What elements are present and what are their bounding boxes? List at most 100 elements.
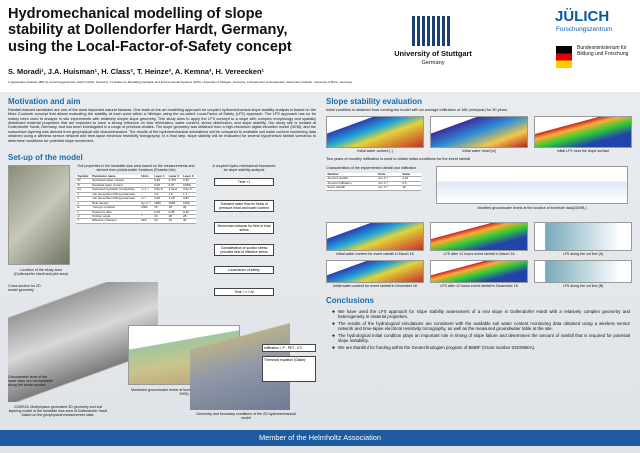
bullet: The results of the hydrological simulati… bbox=[330, 321, 630, 332]
table-cell: 20 bbox=[152, 218, 168, 224]
table-row: c' Effective cohesion kPa 20 15 30 bbox=[76, 218, 196, 224]
table-cell: 0.06 bbox=[152, 183, 168, 189]
paragraph: Rainfall-induced landslides are one of t… bbox=[8, 108, 316, 143]
table-cell: 30 bbox=[181, 205, 196, 211]
table-cell: m⁻¹ bbox=[139, 196, 153, 202]
table-cell: θs bbox=[76, 179, 91, 184]
table-row: Amount rainfall mm h⁻¹ 4.04 bbox=[326, 177, 421, 182]
title: Hydromechanical modelling of slope stabi… bbox=[8, 6, 292, 55]
table-cell: Event rainfall bbox=[326, 185, 377, 191]
table-cell: φ' bbox=[76, 214, 91, 220]
section-heading: Motivation and aim bbox=[8, 97, 81, 106]
caption: LFS along the cut line (B) bbox=[562, 284, 604, 288]
table-cell: - bbox=[139, 179, 153, 184]
flow-box: Time = t + Δt bbox=[214, 288, 274, 296]
flow-box: Momentum balance for field of total stre… bbox=[214, 222, 274, 234]
table-cell: ° bbox=[139, 214, 153, 220]
table-cell: 15 bbox=[167, 218, 182, 224]
table-cell: 5.8e-6 bbox=[152, 187, 168, 193]
result-image bbox=[534, 260, 632, 283]
caption: LFS after 12 hours event rainfall in Dec… bbox=[440, 284, 518, 288]
table-cell: 1590 bbox=[181, 201, 196, 207]
table-cell: 0.059 bbox=[181, 183, 196, 189]
result-image bbox=[534, 116, 632, 148]
section-heading: Set-up of the model bbox=[8, 153, 83, 162]
table-header: Layer 3 bbox=[181, 174, 196, 180]
table-row: θr Residual water content -0.06 0.07 0.059 bbox=[76, 183, 196, 189]
location-map bbox=[8, 165, 70, 265]
juelich-sub: Forschungszentrum bbox=[556, 26, 613, 33]
table-header: Symbol bbox=[76, 174, 91, 180]
table-cell: 0.475 bbox=[167, 179, 182, 184]
table-cell: 3.6e-6 bbox=[181, 187, 196, 193]
table-row: E Young's modulus MPa 15 15 30 bbox=[76, 205, 196, 211]
table-cell: c' bbox=[76, 218, 91, 224]
table-header: Parameter name bbox=[90, 174, 140, 180]
caption: Soil properties in the landslide size ar… bbox=[77, 164, 195, 173]
caption: Initial water head [m] bbox=[462, 149, 496, 153]
table-row: Event rainfall mm h⁻¹ 18 bbox=[326, 185, 421, 191]
caption: Initial water content for event rainfall… bbox=[333, 284, 417, 288]
table-cell: mm h⁻¹ bbox=[376, 181, 401, 187]
table-cell: van Genuchten fitting parameter bbox=[90, 196, 140, 202]
table-cell: - bbox=[139, 192, 153, 198]
footer-bar: Member of the Helmholtz Association bbox=[0, 430, 640, 446]
table-cell: 0.39 bbox=[152, 179, 168, 184]
table-cell: - bbox=[139, 210, 153, 215]
table-header: Layer 2 bbox=[167, 174, 182, 180]
bmbf: Bundesministerium für Bildung und Forsch… bbox=[577, 45, 629, 57]
table-cell: 18 bbox=[400, 185, 421, 191]
table-cell: van Genuchten fitting parameter bbox=[90, 192, 140, 198]
table-cell: mm h⁻¹ bbox=[376, 177, 401, 182]
caption: Geometry and boundary conditions of the … bbox=[196, 412, 296, 421]
table-cell: α bbox=[76, 196, 91, 202]
bmbf-flag bbox=[556, 46, 572, 68]
paragraph: Two years of monthly infiltration is use… bbox=[326, 157, 471, 161]
caption: Characteristics of the implemented rainf… bbox=[326, 166, 417, 170]
table-row: ρ Bulk density kg m⁻³ 1590 1590 1590 bbox=[76, 201, 196, 207]
table-row: Ks Saturated hydraulic conductivity m s⁻¹ 5… bbox=[76, 187, 196, 193]
table-cell: Young's modulus bbox=[90, 205, 140, 211]
table-row: n van Genuchten fitting parameter -1.9 1.9 1… bbox=[76, 192, 196, 198]
stuttgart-logo bbox=[412, 16, 452, 46]
caption: Initial water content [-] bbox=[357, 149, 393, 153]
caption: LFS along the cut line (A) bbox=[562, 252, 604, 256]
authors: S. Moradi¹, J.A. Huisman¹, H. Class², T.… bbox=[8, 67, 264, 76]
flow-box: Consideration of suction stress provides… bbox=[214, 244, 274, 256]
result-image bbox=[326, 116, 424, 148]
table-cell: 15 bbox=[152, 205, 168, 211]
paragraph: Initial condition is obtained from runni… bbox=[326, 108, 508, 112]
table-cell: ρ bbox=[76, 201, 91, 207]
table-cell: 1590 bbox=[167, 201, 182, 207]
juelich-logo: JÜLICH bbox=[555, 8, 610, 25]
table-cell: 15 bbox=[167, 205, 182, 211]
groundwater-chart bbox=[436, 166, 628, 204]
table-cell: Ks bbox=[76, 187, 91, 193]
table-cell: 28 bbox=[181, 214, 196, 220]
label: Infiltration = P - PET - ICI bbox=[262, 344, 316, 352]
result-image bbox=[430, 260, 528, 283]
table-cell: 3.81 bbox=[181, 196, 196, 202]
caption: Initial water content for event rainfall… bbox=[336, 252, 414, 256]
table-cell: kg m⁻³ bbox=[139, 201, 153, 207]
caption: LFS after 12 hours event rainfall in Mar… bbox=[443, 252, 515, 256]
table-cell: Poisson's ratio bbox=[90, 210, 140, 215]
section-heading: Conclusions bbox=[326, 296, 375, 305]
table-row: Amount infiltration mm h⁻¹ 3.5 bbox=[326, 181, 421, 187]
table-cell: 0.35 bbox=[152, 210, 168, 215]
table-cell: 1.9 bbox=[167, 192, 182, 198]
table-cell: mm h⁻¹ bbox=[376, 185, 401, 191]
section-heading: Slope stability evaluation bbox=[326, 97, 423, 106]
caption: Location of the study area (Dollendorfer… bbox=[14, 268, 68, 277]
table-cell: Friction angle bbox=[90, 214, 140, 220]
table-header: Layer 1 bbox=[152, 174, 168, 180]
flow-box: Local factor of safety bbox=[214, 266, 274, 274]
result-image bbox=[326, 260, 424, 283]
table-cell: θr bbox=[76, 183, 91, 189]
table-header: Value bbox=[400, 172, 421, 178]
result-image bbox=[534, 222, 632, 251]
result-image bbox=[326, 222, 424, 251]
table-cell: 28 bbox=[167, 214, 182, 220]
caption: Modeled groundwater levels at the locati… bbox=[477, 206, 587, 210]
